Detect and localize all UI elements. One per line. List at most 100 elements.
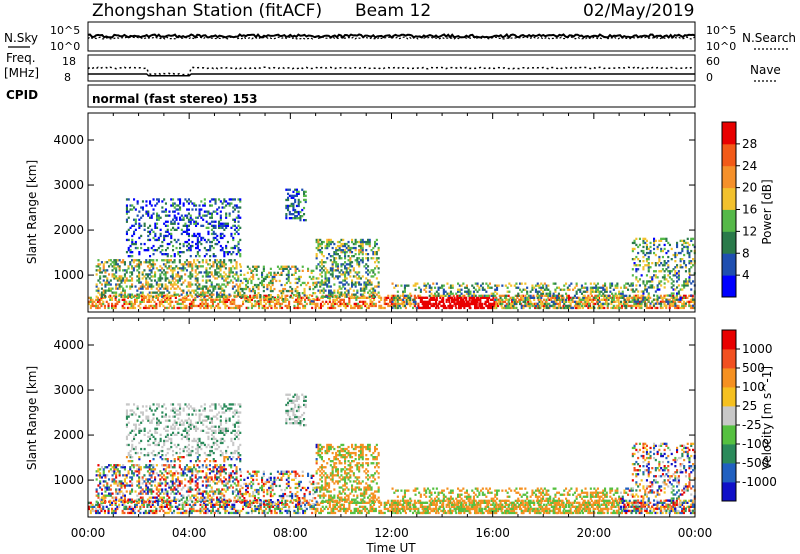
power-cell [203,298,206,301]
power-cell [314,304,317,308]
power-cell [405,296,408,299]
power-cell [152,230,155,233]
velocity-cell [319,507,322,511]
power-cell [217,261,220,264]
power-cell [240,294,243,297]
power-cell [683,280,686,283]
power-cell [224,285,227,288]
power-cell [538,294,541,297]
power-colorbar-label: Power [dB] [760,179,774,244]
velocity-cell [344,507,347,511]
power-cell [191,234,194,238]
power-cell [301,281,304,285]
power-cell [273,287,276,291]
power-cell [150,263,153,266]
power-cell [359,240,362,244]
power-cell [138,261,141,264]
power-cell [237,249,240,252]
power-cell [547,296,550,299]
power-cell [132,306,135,310]
power-cell [390,304,393,308]
velocity-cell [210,505,213,508]
power-cell [513,302,516,306]
power-cell [341,294,344,297]
power-cell [628,294,631,297]
power-cell [270,296,273,299]
power-cell [622,302,625,306]
power-cell [338,295,341,298]
power-cell [271,281,274,285]
velocity-cell [109,503,112,506]
power-cell [157,285,160,288]
power-cell [193,291,196,294]
power-cell [342,293,345,296]
power-cell [287,198,290,202]
power-cell [531,304,534,308]
velocity-cell [201,507,204,511]
power-cell [132,302,135,306]
power-cell [444,306,447,310]
power-cell [682,294,685,297]
velocity-cell [141,505,144,508]
velocity-cell [293,511,296,515]
power-cell [196,287,199,290]
power-cell [199,298,202,301]
power-cell [242,300,245,303]
power-cell [494,294,497,297]
power-cell [255,265,258,268]
power-cell [375,257,378,260]
power-cell [463,306,466,310]
power-cell [225,222,228,225]
power-cell [328,293,331,296]
power-cell [679,288,682,291]
power-cell [196,216,199,219]
power-cell [552,306,555,310]
power-cell [647,258,650,261]
power-cell [109,287,112,290]
power-cell [578,304,581,308]
power-cell [177,271,180,274]
power-cell [205,226,208,229]
power-cell [607,298,610,301]
power-cell [468,298,471,301]
power-cell [415,296,418,299]
power-colorbar-swatch [722,187,736,210]
power-cell [235,253,238,256]
power-cell [270,300,273,303]
power-cell [129,251,132,254]
power-cell [663,294,666,297]
power-cell [96,296,99,299]
power-cell [515,282,518,285]
power-cell [329,285,332,288]
power-cell [683,296,686,299]
velocity-cell [95,511,98,515]
power-cell [403,288,406,291]
power-cell [228,267,231,270]
nave-tick-top: 60 [706,55,720,68]
velocity-cell [334,507,337,511]
power-ylabel: Slant Range [km] [25,160,39,264]
velocity-cell [243,501,246,504]
velocity-cell [296,499,299,502]
power-cell [352,246,355,250]
power-cell [161,253,164,256]
power-cell [631,249,634,253]
power-cell [191,240,194,244]
power-cell [516,296,519,299]
power-cell [319,306,322,310]
power-cell [638,296,641,299]
nsky-panel: N.Sky 10^5 10^0 10^5 10^0 N.Search [4,21,796,53]
velocity-cell [330,499,333,502]
power-cell [679,251,682,255]
power-cell [372,275,375,278]
power-cell [185,291,188,294]
power-cell [656,294,659,297]
power-cell [336,289,339,292]
power-cell [651,300,654,303]
power-cell [132,259,135,262]
power-cell [344,244,347,248]
power-cell [145,212,148,215]
power-cell [152,253,155,256]
power-cell [123,302,126,306]
